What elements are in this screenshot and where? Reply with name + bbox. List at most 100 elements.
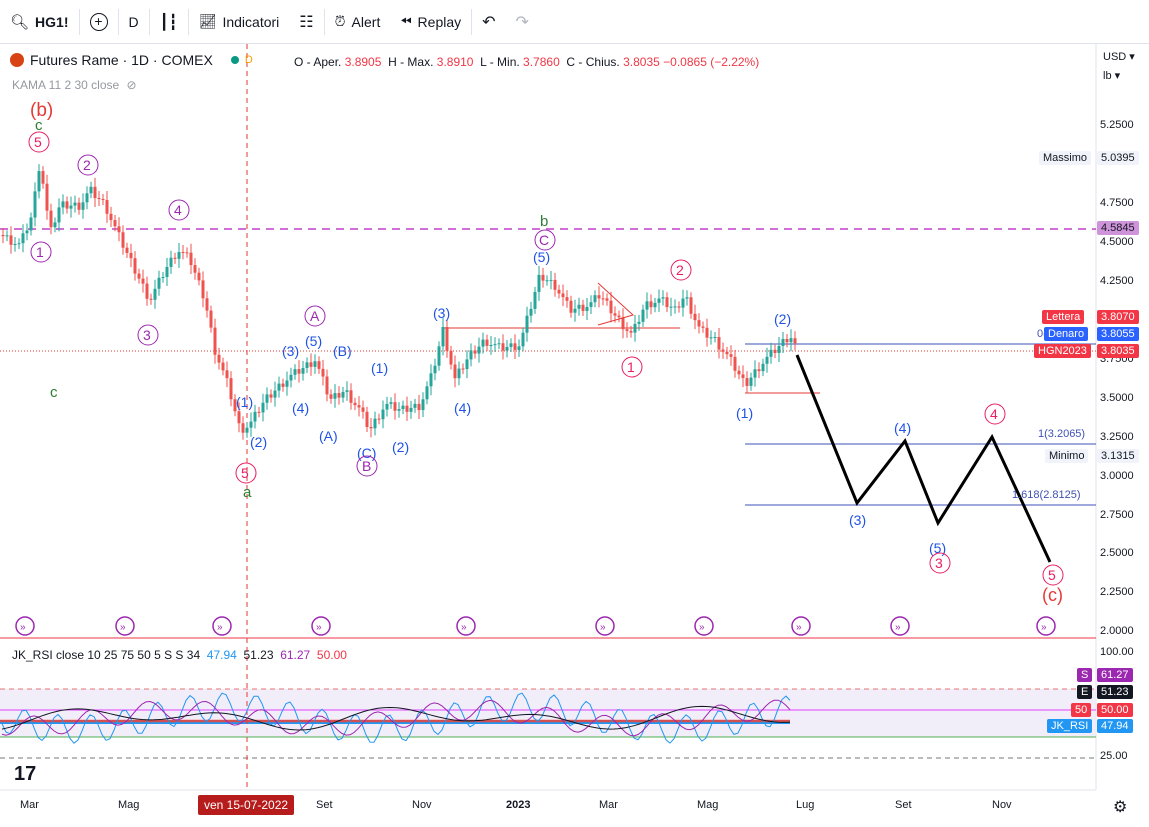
divider <box>323 8 325 35</box>
ask-value: 3.8070 <box>1097 310 1139 324</box>
wave-p5-label: (5) <box>305 333 322 349</box>
replay-button[interactable]: ⏪︎ Replay <box>390 0 471 43</box>
event-arrow-icon: » <box>895 622 901 633</box>
candle-body <box>557 289 561 294</box>
candle-body <box>333 393 337 399</box>
price-tick: 4.5000 <box>1100 236 1134 248</box>
alert-button[interactable]: ⏰︎ Alert <box>325 0 391 43</box>
kama-legend[interactable]: KAMA 11 2 30 close ⊘ <box>12 78 137 92</box>
candle-body <box>329 394 333 399</box>
candle-body <box>297 369 301 374</box>
candle-body <box>617 315 621 318</box>
templates-button[interactable]: ☷ <box>289 0 323 43</box>
candle-body <box>301 368 305 374</box>
candle-body <box>205 298 209 311</box>
settings-gear-icon[interactable]: ⚙ <box>1113 799 1127 816</box>
candle-body <box>585 306 589 311</box>
delay-badge: D <box>244 54 253 66</box>
event-markers[interactable]: » » » » » » » » » » <box>15 616 1056 636</box>
candle-body <box>609 300 613 314</box>
candle-body <box>185 252 189 254</box>
interval-button[interactable]: D <box>119 0 149 43</box>
candle-body <box>525 315 529 333</box>
symbol-search[interactable]: 🔍︎ HG1! <box>0 0 79 43</box>
candle-body <box>145 283 149 299</box>
triangle-pattern <box>597 282 634 326</box>
rsi-legend[interactable]: JK_RSI close 10 25 75 50 5 S S 34 47.94 … <box>12 648 347 662</box>
redo-button[interactable]: ↷ <box>506 0 539 43</box>
chart-canvas[interactable]: (b) c 5 2 4 1 3 c 5 a (1) (2) (3) (4) (5… <box>0 44 1149 827</box>
candle-body <box>477 346 481 354</box>
candle-body <box>697 320 701 327</box>
bid-label: Denaro <box>1044 327 1089 341</box>
chart-type-button[interactable]: ┃┇ <box>150 0 188 43</box>
event-arrow-icon: » <box>217 622 223 633</box>
candle-body <box>785 339 789 343</box>
currency-dropdown[interactable]: USD ▾ <box>1103 51 1135 63</box>
candle-body <box>253 411 257 422</box>
candle-body <box>713 337 717 338</box>
price-tick: 2.5000 <box>1100 547 1134 559</box>
candle-body <box>693 313 697 321</box>
rsi-tick: 100.00 <box>1100 646 1134 658</box>
candle-body <box>361 407 365 412</box>
rsi-s-value: 61.27 <box>1097 668 1133 682</box>
candle-body <box>533 291 537 309</box>
circle-marker <box>1042 564 1064 586</box>
candle-body <box>89 186 93 194</box>
candle-body <box>37 171 41 192</box>
candle-body <box>677 306 681 308</box>
event-marker-icon[interactable] <box>791 616 811 636</box>
rsi-e-tag: E <box>1077 685 1093 699</box>
candle-body <box>429 373 433 387</box>
candle-body <box>105 200 109 214</box>
event-marker-icon[interactable] <box>694 616 714 636</box>
rsi-jk-tag: JK_RSI <box>1047 719 1093 733</box>
event-marker-icon[interactable] <box>456 616 476 636</box>
compare-button[interactable]: + <box>80 0 118 43</box>
candle-body <box>181 252 185 254</box>
grid-icon: ☷ <box>299 13 314 31</box>
event-marker-icon[interactable] <box>15 616 35 636</box>
candle-body <box>789 338 793 343</box>
candle-body <box>377 418 381 420</box>
candle-body <box>577 304 581 309</box>
candle-body <box>605 298 609 301</box>
candle-body <box>257 411 261 413</box>
candle-body <box>653 302 657 308</box>
candle-body <box>229 378 233 400</box>
event-marker-icon[interactable] <box>1036 616 1056 636</box>
legend-dot <box>230 56 239 64</box>
candle-body <box>537 274 541 292</box>
candle-body <box>765 356 769 364</box>
wave-B-label: B <box>362 458 371 474</box>
candle-body <box>33 191 37 218</box>
candle-body <box>173 257 177 259</box>
candle-body <box>177 252 181 259</box>
time-tick: Nov <box>412 799 432 811</box>
candle-body <box>433 365 437 374</box>
event-marker-icon[interactable] <box>595 616 615 636</box>
wave-labels: (b) c 5 2 4 1 3 c 5 a (1) (2) (3) (4) (5… <box>28 100 1064 605</box>
rsi-jk-value: 47.94 <box>1097 719 1133 733</box>
rsi-tick: 25.00 <box>1100 750 1128 762</box>
candle-body <box>397 409 401 411</box>
unit-dropdown[interactable]: lb ▾ <box>1103 70 1121 82</box>
replay-label: Replay <box>417 13 462 30</box>
wave-4-label: 4 <box>174 202 182 218</box>
event-marker-icon[interactable] <box>311 616 331 636</box>
event-marker-icon[interactable] <box>890 616 910 636</box>
event-arrow-icon: » <box>20 622 26 633</box>
candle-body <box>157 277 161 289</box>
event-arrow-icon: » <box>1041 622 1047 633</box>
event-marker-icon[interactable] <box>212 616 232 636</box>
candle-body <box>773 349 777 353</box>
candle-body <box>657 298 661 303</box>
low-value: 3.7860 <box>523 55 560 69</box>
indicators-button[interactable]: 📈︎ Indicatori <box>189 0 290 43</box>
undo-button[interactable]: ↶ <box>472 0 505 43</box>
event-marker-icon[interactable] <box>115 616 135 636</box>
candle-body <box>313 361 317 367</box>
circle-marker <box>28 131 50 153</box>
rsi-e-value: 51.23 <box>1097 685 1133 699</box>
